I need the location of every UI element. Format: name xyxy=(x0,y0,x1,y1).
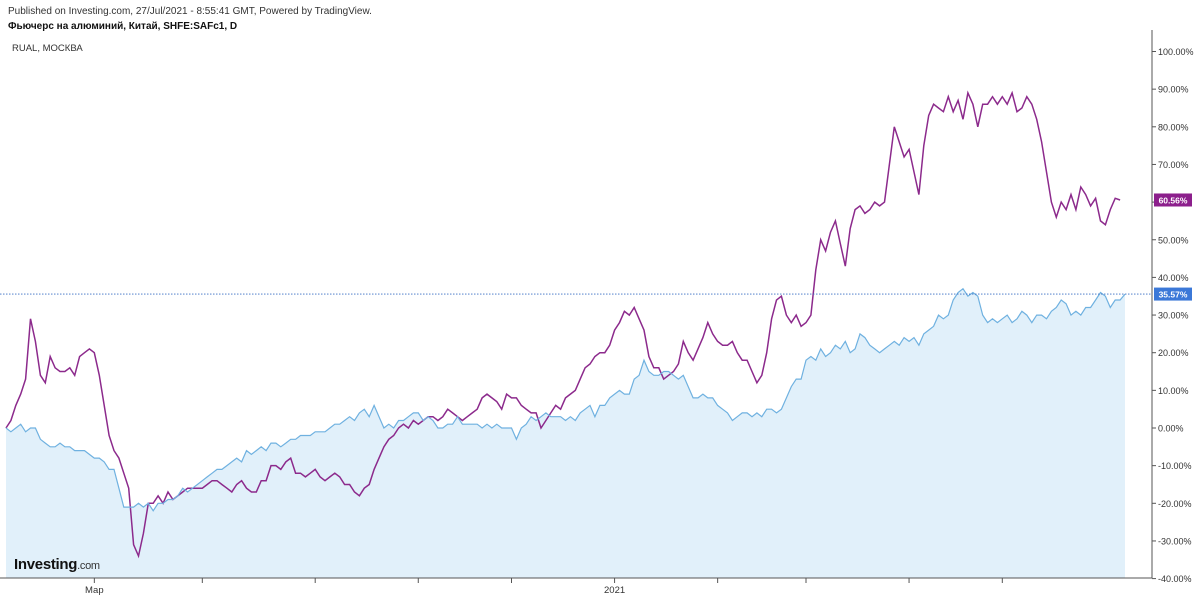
y-tick-label: 50.00% xyxy=(1158,235,1189,245)
y-tick-label: -30.00% xyxy=(1158,536,1192,546)
last-value-badge xyxy=(1154,287,1192,301)
y-tick-label: 100.00% xyxy=(1158,47,1194,57)
y-tick-label: 80.00% xyxy=(1158,122,1189,132)
y-tick-label: 40.00% xyxy=(1158,273,1189,283)
published-note: Published on Investing.com, 27/Jul/2021 … xyxy=(8,6,372,17)
y-tick-label: 20.00% xyxy=(1158,348,1189,358)
last-value-badge-label: 35.57% xyxy=(1159,289,1188,299)
logo-domain-text: .com xyxy=(77,560,100,572)
y-tick-label: -10.00% xyxy=(1158,461,1192,471)
x-tick-label: 2021 xyxy=(604,585,625,596)
y-tick-label: 90.00% xyxy=(1158,85,1189,95)
y-tick-label: -40.00% xyxy=(1158,574,1192,584)
last-value-badge-label: 60.56% xyxy=(1159,195,1188,205)
y-tick-label: 10.00% xyxy=(1158,386,1189,396)
logo-brand-text: Investing xyxy=(14,556,78,573)
series-line-saf xyxy=(5,287,1126,512)
last-value-badges: 60.56% 35.57% xyxy=(1154,193,1192,301)
y-axis: 100.00%90.00%80.00%70.00%60.00%50.00%40.… xyxy=(1152,47,1194,584)
y-tick-label: 30.00% xyxy=(1158,311,1189,321)
y-tick-label: 70.00% xyxy=(1158,160,1189,170)
x-axis: Мар 2021 xyxy=(85,578,1003,596)
investing-logo: Investing.com xyxy=(14,556,100,573)
chart-symbol-title: Фьючерс на алюминий, Китай, SHFE:SAFc1, … xyxy=(8,21,238,32)
last-value-badge xyxy=(1154,193,1192,207)
y-tick-label: -20.00% xyxy=(1158,499,1192,509)
series-area-fill-saf xyxy=(6,288,1125,578)
y-tick-label: 0.00% xyxy=(1158,424,1184,434)
x-tick-label: Мар xyxy=(85,585,104,596)
compare-symbol-label: RUAL, МОСКВА xyxy=(12,43,83,54)
